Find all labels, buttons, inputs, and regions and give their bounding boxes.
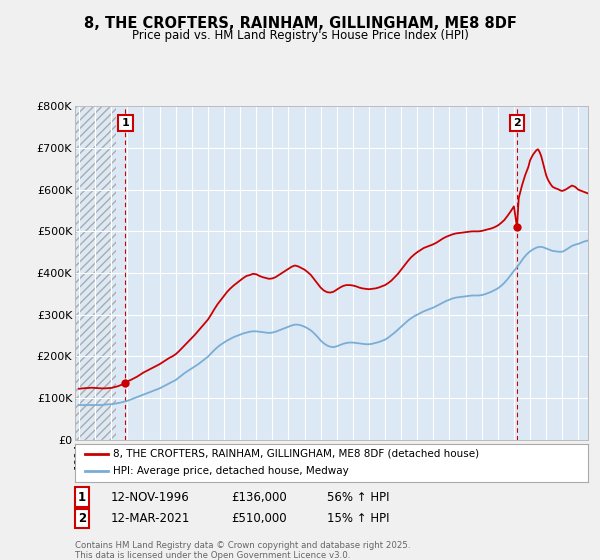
- Text: 1: 1: [78, 491, 86, 503]
- Text: 2: 2: [513, 118, 521, 128]
- Text: £136,000: £136,000: [231, 491, 287, 503]
- Text: 8, THE CROFTERS, RAINHAM, GILLINGHAM, ME8 8DF: 8, THE CROFTERS, RAINHAM, GILLINGHAM, ME…: [83, 16, 517, 31]
- Text: 56% ↑ HPI: 56% ↑ HPI: [327, 491, 389, 503]
- Text: £510,000: £510,000: [231, 512, 287, 525]
- Text: Contains HM Land Registry data © Crown copyright and database right 2025.
This d: Contains HM Land Registry data © Crown c…: [75, 541, 410, 560]
- Text: 1: 1: [122, 118, 129, 128]
- Text: 2: 2: [78, 512, 86, 525]
- Text: 12-MAR-2021: 12-MAR-2021: [111, 512, 190, 525]
- Text: 12-NOV-1996: 12-NOV-1996: [111, 491, 190, 503]
- Text: Price paid vs. HM Land Registry's House Price Index (HPI): Price paid vs. HM Land Registry's House …: [131, 29, 469, 42]
- Text: 8, THE CROFTERS, RAINHAM, GILLINGHAM, ME8 8DF (detached house): 8, THE CROFTERS, RAINHAM, GILLINGHAM, ME…: [113, 449, 479, 459]
- Bar: [75, 106, 116, 440]
- Text: HPI: Average price, detached house, Medway: HPI: Average price, detached house, Medw…: [113, 466, 349, 477]
- Text: 15% ↑ HPI: 15% ↑ HPI: [327, 512, 389, 525]
